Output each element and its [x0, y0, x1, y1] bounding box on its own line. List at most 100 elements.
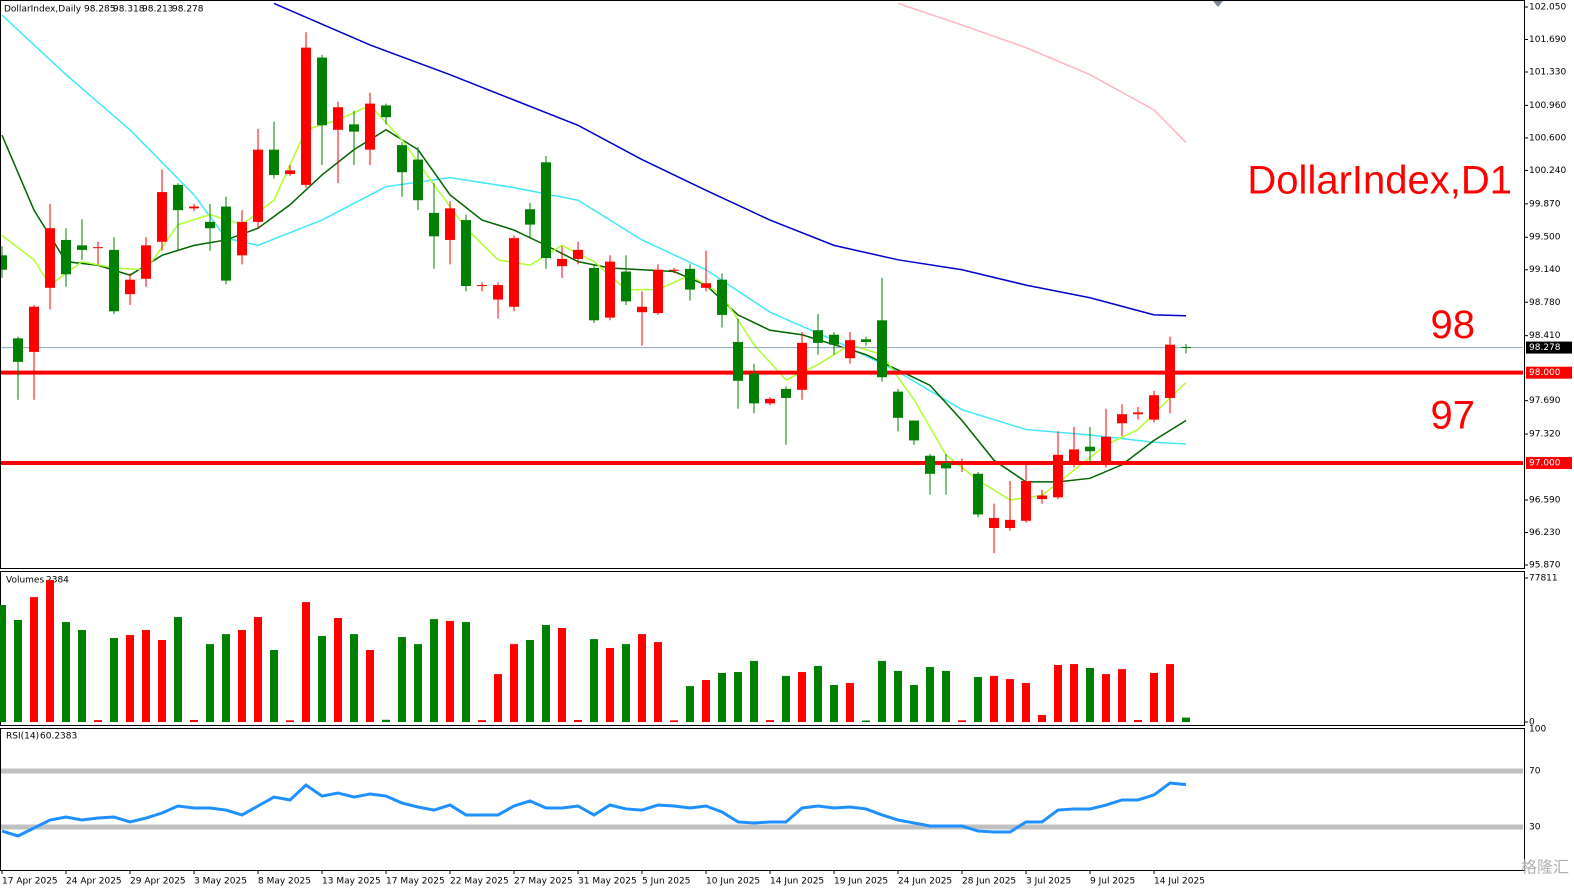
volume-bar: [766, 720, 774, 722]
candle-body: [573, 249, 583, 259]
candle-body: [1, 255, 7, 270]
candle-body: [461, 220, 471, 286]
rsi-panel: [0, 728, 1525, 871]
y-tick-label: 97.320: [1529, 430, 1561, 440]
x-tick-label: 31 May 2025: [578, 877, 637, 887]
volume-bar: [1054, 665, 1062, 722]
candle-body: [1181, 346, 1191, 348]
candle-body: [669, 269, 679, 271]
volume-bar: [1038, 714, 1046, 722]
volume-bar: [926, 667, 934, 722]
volume-bar: [1006, 679, 1014, 722]
volume-bar: [94, 720, 102, 722]
y-tick-label: 98.410: [1529, 331, 1561, 341]
volume-bar: [190, 719, 198, 722]
candle-body: [45, 228, 55, 288]
volume-bar: [510, 644, 518, 722]
x-tick-label: 5 Jun 2025: [642, 877, 690, 887]
volume-bar: [782, 675, 790, 722]
watermark: 格隆汇: [1521, 858, 1569, 877]
x-tick-label: 9 Jul 2025: [1090, 877, 1135, 887]
candle-body: [1117, 414, 1127, 424]
volume-bar: [910, 684, 918, 722]
volume-bar: [270, 650, 278, 722]
volume-bar: [286, 720, 294, 722]
volume-bar: [1150, 672, 1158, 722]
volume-bar: [974, 677, 982, 722]
chart-title: DollarIndex,D1: [1247, 159, 1512, 203]
volume-bar: [0, 605, 6, 722]
candle-body: [1165, 344, 1175, 398]
volume-bar: [126, 635, 134, 722]
candle-body: [861, 339, 871, 342]
volume-value: 2384: [46, 576, 69, 586]
volume-bar: [894, 670, 902, 722]
volume-bar: [110, 637, 118, 722]
candle-body: [637, 306, 647, 313]
y-tick-label: 0: [1529, 718, 1535, 728]
volume-bar: [1134, 719, 1142, 722]
volume-bar: [750, 660, 758, 722]
volume-bar: [398, 637, 406, 722]
candle-body: [813, 330, 823, 343]
candle-body: [1053, 454, 1063, 498]
shift-marker: [1213, 1, 1223, 7]
level-annotation: 98: [1431, 303, 1476, 347]
y-tick-label: 101.330: [1529, 68, 1566, 78]
candle-body: [829, 334, 839, 345]
volume-bar: [30, 597, 38, 722]
x-tick-label: 17 Apr 2025: [2, 877, 58, 887]
candle-body: [797, 342, 807, 390]
y-tick-label: 99.500: [1529, 233, 1561, 243]
main-panel: [0, 0, 1525, 569]
volume-bar: [366, 650, 374, 722]
volume-bar: [878, 660, 886, 722]
candle-body: [285, 170, 295, 175]
candle-body: [397, 145, 407, 173]
volume-bar: [846, 682, 854, 722]
y-tick-label: 100.240: [1529, 166, 1566, 176]
moving-average: [1, 104, 1187, 501]
candle-body: [477, 285, 487, 287]
level-label-box: [1526, 366, 1572, 379]
candle-body: [1149, 395, 1159, 420]
candle-body: [717, 279, 727, 315]
y-tick-label: 100.960: [1529, 101, 1566, 111]
y-tick-label: 100.600: [1529, 133, 1566, 143]
candle-body: [509, 238, 519, 307]
volume-bar: [414, 644, 422, 722]
candle-body: [221, 206, 231, 281]
candle-body: [365, 103, 375, 150]
x-tick-label: 10 Jun 2025: [706, 877, 760, 887]
volume-bar: [46, 580, 54, 722]
y-tick-label: 100: [1529, 725, 1546, 735]
candle-body: [1085, 446, 1095, 452]
x-tick-label: 8 May 2025: [258, 877, 311, 887]
volume-bar: [590, 639, 598, 722]
candle-body: [445, 208, 455, 240]
candle-body: [93, 247, 103, 249]
volume-bar: [494, 674, 502, 722]
x-tick-label: 14 Jun 2025: [770, 877, 824, 887]
y-tick-label: 97.690: [1529, 396, 1561, 406]
volume-bar: [622, 644, 630, 722]
volume-title: Volumes: [6, 576, 44, 586]
volume-bar: [542, 625, 550, 722]
volume-bar: [958, 720, 966, 722]
candle-body: [541, 162, 551, 259]
volume-bar: [1182, 717, 1190, 722]
volume-bar: [350, 634, 358, 722]
volume-bar: [1102, 674, 1110, 722]
candle-body: [1101, 436, 1111, 465]
volume-bar: [638, 634, 646, 722]
volume-bar: [574, 719, 582, 722]
candle-body: [957, 463, 967, 465]
candle-body: [1005, 519, 1015, 528]
candle-body: [845, 340, 855, 359]
volume-bar: [222, 634, 230, 722]
moving-average: [897, 2, 1187, 143]
candle-body: [1069, 449, 1079, 465]
candle-body: [269, 149, 279, 175]
y-tick-label: 96.590: [1529, 495, 1561, 505]
x-tick-label: 24 Jun 2025: [898, 877, 952, 887]
